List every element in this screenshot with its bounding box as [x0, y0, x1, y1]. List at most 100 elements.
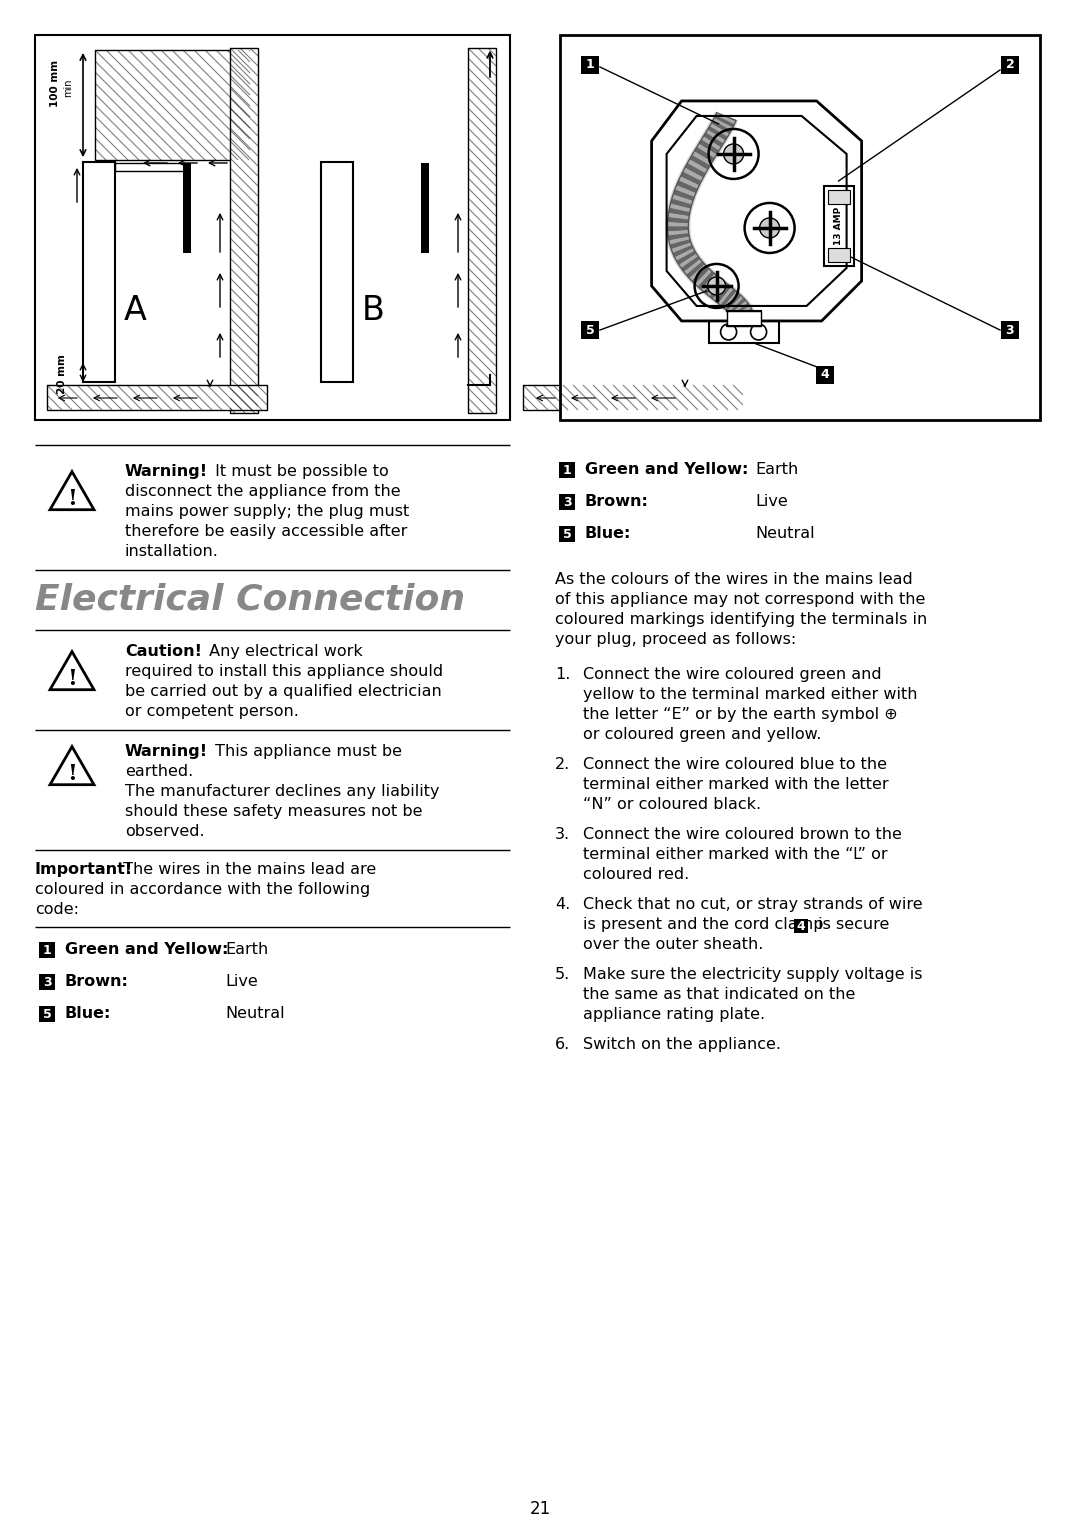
Bar — [39, 974, 55, 989]
Text: “N” or coloured black.: “N” or coloured black. — [583, 797, 761, 812]
Bar — [561, 35, 1040, 420]
Text: disconnect the appliance from the: disconnect the appliance from the — [125, 485, 401, 498]
Text: 6.: 6. — [555, 1037, 570, 1052]
Bar — [1001, 321, 1020, 339]
Text: 4: 4 — [797, 919, 806, 933]
Bar — [35, 35, 510, 420]
Circle shape — [759, 219, 780, 239]
Text: 3: 3 — [563, 495, 571, 509]
Bar — [581, 57, 599, 73]
Text: required to install this appliance should: required to install this appliance shoul… — [125, 664, 443, 679]
Text: Any electrical work: Any electrical work — [204, 644, 363, 659]
Text: This appliance must be: This appliance must be — [210, 745, 402, 758]
Bar — [824, 187, 853, 266]
Text: Live: Live — [225, 974, 258, 989]
Text: or coloured green and yellow.: or coloured green and yellow. — [583, 726, 822, 742]
Text: 1: 1 — [585, 58, 594, 72]
Text: be carried out by a qualified electrician: be carried out by a qualified electricia… — [125, 683, 442, 699]
Text: terminal either marked with the “L” or: terminal either marked with the “L” or — [583, 847, 888, 862]
Text: 5: 5 — [42, 1008, 52, 1020]
Bar — [39, 1006, 55, 1021]
Text: Switch on the appliance.: Switch on the appliance. — [583, 1037, 781, 1052]
Bar — [183, 164, 191, 252]
Text: 1: 1 — [42, 943, 52, 957]
Bar — [95, 50, 249, 161]
Bar — [794, 919, 808, 933]
Text: !: ! — [67, 763, 77, 784]
Text: appliance rating plate.: appliance rating plate. — [583, 1008, 765, 1021]
Text: 100 mm: 100 mm — [50, 60, 60, 107]
Text: mains power supply; the plug must: mains power supply; the plug must — [125, 505, 409, 518]
Text: terminal either marked with the letter: terminal either marked with the letter — [583, 777, 889, 792]
Text: should these safety measures not be: should these safety measures not be — [125, 804, 422, 820]
Text: of this appliance may not correspond with the: of this appliance may not correspond wit… — [555, 592, 926, 607]
Text: is secure: is secure — [813, 917, 889, 933]
Bar — [421, 164, 429, 252]
Text: Warning!: Warning! — [125, 463, 208, 479]
Text: Earth: Earth — [225, 942, 268, 957]
Text: Neutral: Neutral — [225, 1006, 285, 1021]
Text: 4: 4 — [821, 368, 829, 382]
Bar — [523, 385, 743, 410]
Text: 4.: 4. — [555, 898, 570, 911]
Text: !: ! — [67, 668, 77, 690]
Text: Neutral: Neutral — [755, 526, 814, 541]
Text: Important!: Important! — [35, 862, 133, 878]
Bar — [727, 310, 760, 326]
Text: installation.: installation. — [125, 544, 219, 560]
Text: Electrical Connection: Electrical Connection — [35, 583, 465, 616]
Text: Warning!: Warning! — [125, 745, 208, 758]
Bar — [83, 162, 114, 382]
Text: coloured in accordance with the following: coloured in accordance with the followin… — [35, 882, 370, 898]
Text: As the colours of the wires in the mains lead: As the colours of the wires in the mains… — [555, 572, 913, 587]
Text: 21: 21 — [529, 1500, 551, 1518]
Text: your plug, proceed as follows:: your plug, proceed as follows: — [555, 631, 796, 647]
Text: 3.: 3. — [555, 827, 570, 842]
Text: 5: 5 — [563, 528, 571, 540]
Text: 13 AMP: 13 AMP — [834, 206, 843, 245]
Text: B: B — [362, 294, 384, 327]
Text: 20 mm: 20 mm — [57, 355, 67, 394]
Text: observed.: observed. — [125, 824, 204, 839]
Text: 5: 5 — [585, 324, 594, 336]
Bar — [708, 321, 779, 342]
Text: earthed.: earthed. — [125, 764, 193, 778]
Text: Connect the wire coloured blue to the: Connect the wire coloured blue to the — [583, 757, 887, 772]
Text: code:: code: — [35, 902, 79, 917]
Text: 2: 2 — [1005, 58, 1014, 72]
Text: is present and the cord clamp: is present and the cord clamp — [583, 917, 828, 933]
Text: 1.: 1. — [555, 667, 570, 682]
Bar — [48, 385, 267, 410]
Text: min: min — [63, 80, 73, 98]
Text: Connect the wire coloured green and: Connect the wire coloured green and — [583, 667, 881, 682]
Text: coloured red.: coloured red. — [583, 867, 689, 882]
Text: or competent person.: or competent person. — [125, 703, 299, 719]
Bar — [581, 321, 599, 339]
Text: Connect the wire coloured brown to the: Connect the wire coloured brown to the — [583, 827, 902, 842]
Text: Blue:: Blue: — [585, 526, 632, 541]
Text: 5.: 5. — [555, 966, 570, 982]
Bar — [468, 47, 496, 413]
Bar — [816, 365, 834, 384]
Text: the letter “E” or by the earth symbol ⊕: the letter “E” or by the earth symbol ⊕ — [583, 706, 897, 722]
Text: Green and Yellow:: Green and Yellow: — [65, 942, 228, 957]
Text: therefore be easily accessible after: therefore be easily accessible after — [125, 524, 407, 540]
Bar — [827, 248, 850, 261]
Bar — [559, 462, 575, 479]
Text: Blue:: Blue: — [65, 1006, 111, 1021]
Text: Check that no cut, or stray strands of wire: Check that no cut, or stray strands of w… — [583, 898, 922, 911]
Text: The wires in the mains lead are: The wires in the mains lead are — [118, 862, 376, 878]
Text: Earth: Earth — [755, 462, 798, 477]
Text: over the outer sheath.: over the outer sheath. — [583, 937, 764, 953]
Text: 3: 3 — [1005, 324, 1014, 336]
Circle shape — [707, 277, 726, 295]
Text: yellow to the terminal marked either with: yellow to the terminal marked either wit… — [583, 687, 918, 702]
Text: Brown:: Brown: — [65, 974, 129, 989]
Text: Live: Live — [755, 494, 787, 509]
Text: coloured markings identifying the terminals in: coloured markings identifying the termin… — [555, 612, 928, 627]
Text: 1: 1 — [563, 463, 571, 477]
Bar — [321, 162, 353, 382]
Text: 2.: 2. — [555, 757, 570, 772]
Text: It must be possible to: It must be possible to — [210, 463, 389, 479]
Bar — [114, 164, 185, 171]
